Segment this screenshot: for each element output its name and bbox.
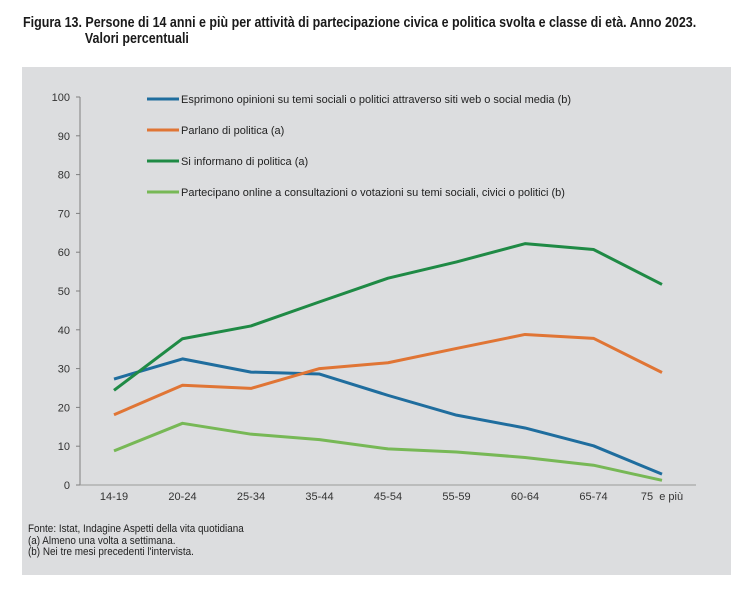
chart-panel bbox=[22, 67, 731, 575]
y-tick-label: 70 bbox=[58, 208, 70, 220]
x-tick-label: 14-19 bbox=[100, 491, 128, 503]
figure-title-line1: Persone di 14 anni e più per attività di… bbox=[85, 15, 697, 31]
y-tick-label: 30 bbox=[58, 364, 70, 376]
note-b: (b) Nei tre mesi precedenti l'intervista… bbox=[28, 546, 194, 558]
figure-title: Figura 13. Persone di 14 anni e più per … bbox=[23, 15, 696, 47]
y-tick-label: 80 bbox=[58, 170, 70, 182]
y-tick-label: 50 bbox=[58, 286, 70, 298]
figure-label: Figura 13. bbox=[23, 15, 82, 31]
legend-label-4: Partecipano online a consultazioni o vot… bbox=[181, 187, 565, 199]
y-tick-label: 90 bbox=[58, 131, 70, 143]
x-tick-label: 60-64 bbox=[511, 491, 539, 503]
y-tick-label: 10 bbox=[58, 441, 70, 453]
series-line-2 bbox=[113, 332, 663, 417]
legend-label-1: Esprimono opinioni su temi sociali o pol… bbox=[181, 94, 571, 106]
y-tick-label: 0 bbox=[64, 480, 70, 492]
legend-label-2: Parlano di politica (a) bbox=[181, 125, 284, 137]
figure-title-line2: Valori percentuali bbox=[84, 31, 189, 47]
y-axis: 0 10 20 30 40 50 60 70 80 90 100 bbox=[52, 92, 81, 492]
x-tick-label: 20-24 bbox=[168, 491, 196, 503]
y-tick-label: 60 bbox=[58, 247, 70, 259]
x-tick-label: 45-54 bbox=[374, 491, 402, 503]
x-axis: 14-19 20-24 25-34 35-44 45-54 55-59 60-64 65-74… bbox=[80, 484, 696, 503]
x-tick-label: 55-59 bbox=[442, 491, 470, 503]
x-tick-label: 65-74 bbox=[579, 491, 607, 503]
legend-label-3: Si informano di politica (a) bbox=[181, 156, 308, 168]
y-tick-label: 20 bbox=[58, 402, 70, 414]
note-a: (a) Almeno una volta a settimana. bbox=[28, 534, 176, 547]
y-tick-label: 40 bbox=[58, 325, 70, 337]
chart-notes: Fonte: Istat, Indagine Aspetti della vit… bbox=[28, 523, 244, 559]
series-line-4 bbox=[113, 421, 663, 482]
x-tick-label: 75 e più bbox=[641, 491, 683, 503]
source-note: Fonte: Istat, Indagine Aspetti della vit… bbox=[28, 523, 244, 535]
series-lines bbox=[113, 242, 663, 482]
series-line-1 bbox=[113, 357, 663, 476]
series-line-3 bbox=[113, 242, 663, 392]
x-tick-label: 25-34 bbox=[237, 491, 265, 503]
legend: Esprimono opinioni su temi sociali o pol… bbox=[147, 94, 571, 199]
y-tick-label: 100 bbox=[52, 92, 70, 104]
x-tick-label: 35-44 bbox=[305, 491, 333, 503]
